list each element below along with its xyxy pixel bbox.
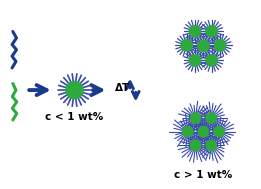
Circle shape xyxy=(198,126,209,137)
Circle shape xyxy=(206,26,217,37)
Circle shape xyxy=(206,55,217,66)
Text: c > 1 wt%: c > 1 wt% xyxy=(174,170,233,180)
Circle shape xyxy=(190,113,201,123)
Circle shape xyxy=(189,55,201,66)
Circle shape xyxy=(66,81,83,99)
Circle shape xyxy=(189,26,201,37)
Text: c < 1 wt%: c < 1 wt% xyxy=(45,112,104,122)
Circle shape xyxy=(181,40,192,51)
Circle shape xyxy=(190,140,201,150)
Circle shape xyxy=(206,113,216,123)
Circle shape xyxy=(182,126,193,137)
Circle shape xyxy=(198,40,209,52)
Circle shape xyxy=(214,40,226,51)
Circle shape xyxy=(214,126,224,137)
Circle shape xyxy=(206,140,216,150)
Text: ΔT: ΔT xyxy=(115,83,131,93)
